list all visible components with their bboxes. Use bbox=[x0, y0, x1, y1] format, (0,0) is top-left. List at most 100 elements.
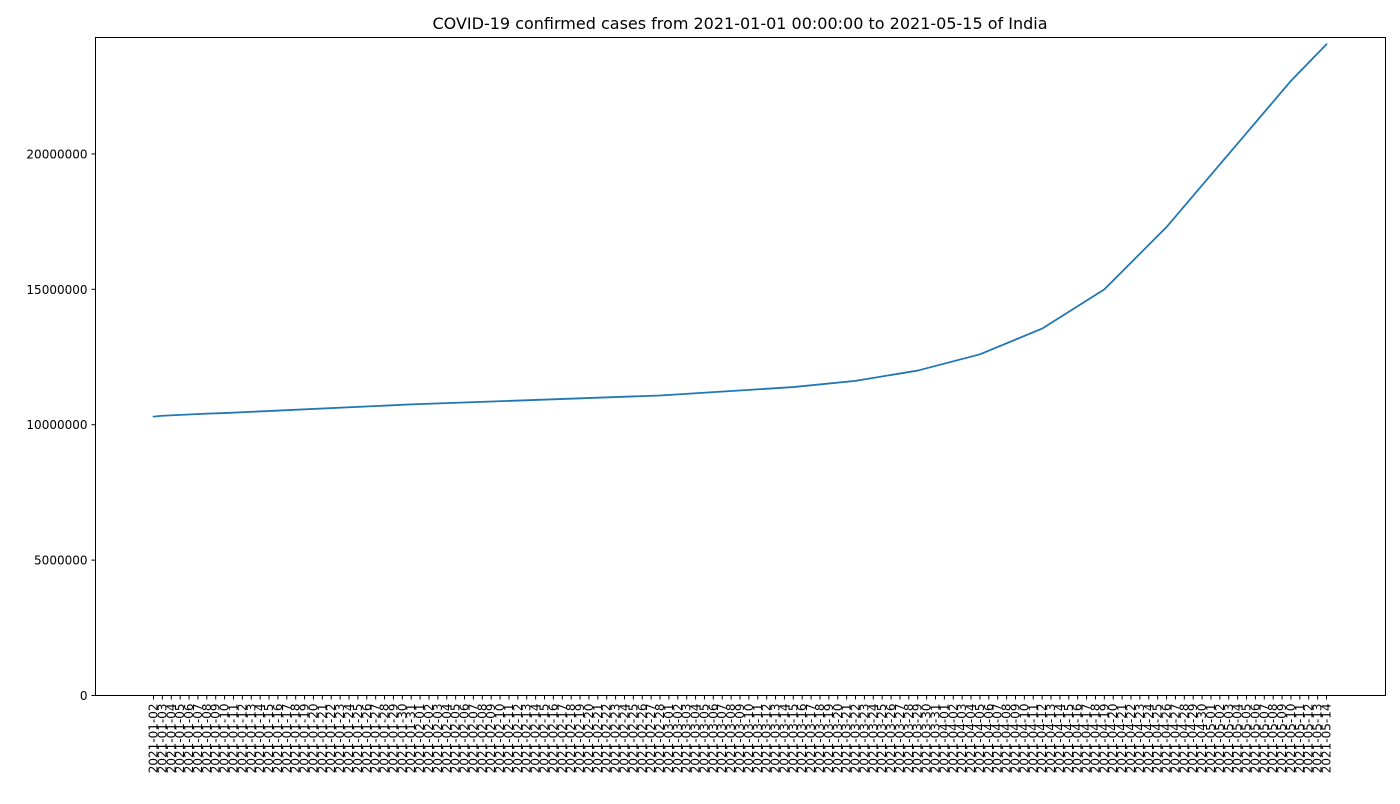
x-tick-label: 2021-05-02 bbox=[1213, 704, 1227, 774]
y-tick-label: 10000000 bbox=[26, 418, 87, 432]
x-tick-label: 2021-05-04 bbox=[1231, 704, 1245, 774]
x-tick-label: 2021-05-06 bbox=[1248, 704, 1262, 774]
x-tick-label: 2021-02-17 bbox=[555, 704, 569, 774]
x-tick-label: 2021-04-23 bbox=[1133, 704, 1147, 774]
x-tick-label: 2021-05-03 bbox=[1222, 704, 1236, 774]
y-tick-label: 5000000 bbox=[34, 554, 87, 568]
x-tick-label: 2021-02-23 bbox=[609, 704, 623, 774]
x-tick-label: 2021-03-22 bbox=[849, 704, 863, 774]
x-tick-label: 2021-03-16 bbox=[795, 704, 809, 774]
x-tick-label: 2021-02-12 bbox=[511, 704, 525, 774]
x-tick-label: 2021-05-05 bbox=[1240, 704, 1254, 774]
x-tick-label: 2021-01-21 bbox=[315, 704, 329, 774]
x-tick-label: 2021-03-13 bbox=[769, 704, 783, 774]
x-tick-label: 2021-03-08 bbox=[724, 704, 738, 774]
x-tick-label: 2021-04-29 bbox=[1186, 704, 1200, 774]
x-tick-label: 2021-02-07 bbox=[466, 704, 480, 774]
x-tick-label: 2021-02-18 bbox=[564, 704, 578, 774]
x-tick-label: 2021-03-23 bbox=[857, 704, 871, 774]
x-tick-label: 2021-02-22 bbox=[600, 704, 614, 774]
x-tick-label: 2021-05-11 bbox=[1293, 704, 1307, 774]
x-tick-label: 2021-01-28 bbox=[378, 704, 392, 774]
x-tick-label: 2021-04-20 bbox=[1106, 704, 1120, 774]
x-tick-label: 2021-02-14 bbox=[529, 704, 543, 774]
x-tick-label: 2021-04-14 bbox=[1053, 704, 1067, 774]
x-tick-label: 2021-01-30 bbox=[395, 704, 409, 774]
x-tick-label: 2021-01-08 bbox=[200, 704, 214, 774]
x-tick-label: 2021-01-07 bbox=[191, 704, 205, 774]
x-tick-label: 2021-03-30 bbox=[920, 704, 934, 774]
x-tick-label: 2021-01-22 bbox=[324, 704, 338, 774]
x-tick-label: 2021-01-24 bbox=[342, 704, 356, 774]
x-tick-label: 2021-05-01 bbox=[1204, 704, 1218, 774]
x-tick-label: 2021-04-15 bbox=[1062, 704, 1076, 774]
x-tick-label: 2021-04-30 bbox=[1195, 704, 1209, 774]
x-tick-label: 2021-04-02 bbox=[946, 704, 960, 774]
x-tick-label: 2021-01-26 bbox=[360, 704, 374, 774]
x-tick-label: 2021-04-19 bbox=[1097, 704, 1111, 774]
x-tick-label: 2021-04-07 bbox=[991, 704, 1005, 774]
x-tick-label: 2021-03-03 bbox=[680, 704, 694, 774]
x-tick-label: 2021-01-11 bbox=[226, 704, 240, 774]
x-tick-label: 2021-02-28 bbox=[653, 704, 667, 774]
x-tick-label: 2021-01-16 bbox=[271, 704, 285, 774]
x-tick-label: 2021-02-04 bbox=[440, 704, 454, 774]
x-tick-label: 2021-05-08 bbox=[1266, 704, 1280, 774]
x-tick-label: 2021-04-12 bbox=[1035, 704, 1049, 774]
x-tick-label: 2021-04-13 bbox=[1044, 704, 1058, 774]
x-tick-label: 2021-03-12 bbox=[760, 704, 774, 774]
x-tick-label: 2021-02-25 bbox=[626, 704, 640, 774]
x-tick-label: 2021-02-27 bbox=[644, 704, 658, 774]
x-tick-label: 2021-01-19 bbox=[298, 704, 312, 774]
x-tick-label: 2021-01-14 bbox=[253, 704, 267, 774]
x-tick-label: 2021-01-10 bbox=[218, 704, 232, 774]
x-tick-label: 2021-04-18 bbox=[1088, 704, 1102, 774]
x-tick-label: 2021-02-19 bbox=[573, 704, 587, 774]
x-tick-label: 2021-01-05 bbox=[173, 704, 187, 774]
x-tick-label: 2021-03-31 bbox=[929, 704, 943, 774]
y-tick-label: 0 bbox=[80, 689, 88, 703]
y-tick-label: 15000000 bbox=[26, 283, 87, 297]
x-tick-label: 2021-03-26 bbox=[884, 704, 898, 774]
x-tick-label: 2021-02-24 bbox=[617, 704, 631, 774]
x-tick-label: 2021-04-08 bbox=[1000, 703, 1014, 773]
x-tick-label: 2021-01-25 bbox=[351, 704, 365, 774]
x-tick-label: 2021-03-25 bbox=[875, 704, 889, 774]
x-tick-label: 2021-03-02 bbox=[671, 704, 685, 774]
x-tick-label: 2021-03-28 bbox=[902, 704, 916, 774]
x-tick-label: 2021-03-15 bbox=[786, 704, 800, 774]
x-tick-label: 2021-03-06 bbox=[706, 704, 720, 774]
x-tick-label: 2021-01-12 bbox=[235, 704, 249, 774]
x-tick-label: 2021-03-14 bbox=[777, 704, 791, 774]
x-tick-label: 2021-03-27 bbox=[893, 704, 907, 774]
x-tick-label: 2021-05-09 bbox=[1275, 704, 1289, 774]
series-line bbox=[152, 43, 1328, 418]
plot-area bbox=[152, 43, 1328, 418]
x-tick-label: 2021-03-11 bbox=[751, 704, 765, 774]
x-tick-label: 2021-02-15 bbox=[538, 704, 552, 774]
x-tick-label: 2021-04-22 bbox=[1124, 704, 1138, 774]
x-tick-label: 2021-04-25 bbox=[1151, 704, 1165, 774]
x-tick-label: 2021-04-21 bbox=[1115, 704, 1129, 774]
x-tick-label: 2021-04-11 bbox=[1026, 704, 1040, 774]
x-tick-label: 2021-02-26 bbox=[635, 704, 649, 774]
x-tick-label: 2021-02-06 bbox=[458, 704, 472, 774]
x-tick-label: 2021-01-06 bbox=[182, 704, 196, 774]
x-tick-label: 2021-02-21 bbox=[591, 704, 605, 774]
x-tick-label: 2021-04-17 bbox=[1080, 704, 1094, 774]
x-tick-label: 2021-05-14 bbox=[1320, 704, 1334, 774]
x-tick-label: 2021-01-20 bbox=[306, 704, 320, 774]
x-axis: 2021-01-022021-01-032021-01-042021-01-05… bbox=[147, 695, 1334, 774]
x-tick-label: 2021-01-23 bbox=[333, 704, 347, 774]
x-tick-label: 2021-01-03 bbox=[155, 704, 169, 774]
y-tick-label: 20000000 bbox=[26, 147, 87, 161]
x-tick-label: 2021-01-17 bbox=[280, 704, 294, 774]
x-tick-label: 2021-01-13 bbox=[244, 704, 258, 774]
x-tick-label: 2021-01-18 bbox=[289, 704, 303, 774]
x-tick-label: 2021-03-04 bbox=[689, 704, 703, 774]
x-tick-label: 2021-03-29 bbox=[911, 704, 925, 774]
x-tick-label: 2021-01-29 bbox=[386, 704, 400, 774]
x-tick-label: 2021-02-20 bbox=[582, 704, 596, 774]
x-tick-label: 2021-02-10 bbox=[493, 704, 507, 774]
